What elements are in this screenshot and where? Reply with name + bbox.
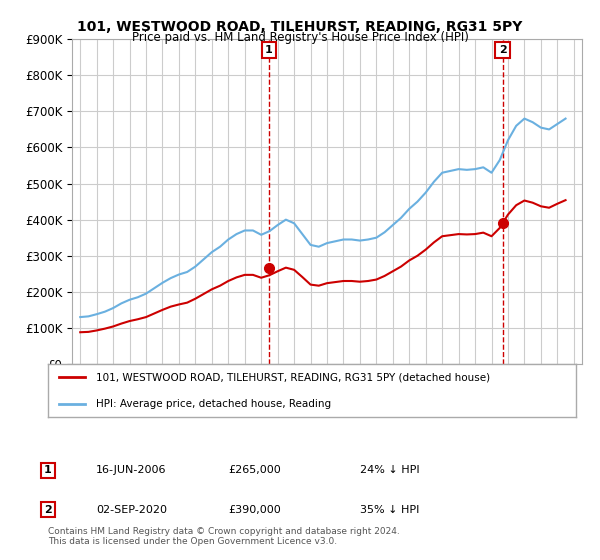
Text: Contains HM Land Registry data © Crown copyright and database right 2024.
This d: Contains HM Land Registry data © Crown c… bbox=[48, 526, 400, 546]
Text: 2: 2 bbox=[44, 505, 52, 515]
Text: 2: 2 bbox=[499, 45, 506, 55]
Text: 101, WESTWOOD ROAD, TILEHURST, READING, RG31 5PY: 101, WESTWOOD ROAD, TILEHURST, READING, … bbox=[77, 20, 523, 34]
Text: 1: 1 bbox=[44, 465, 52, 475]
Text: 02-SEP-2020: 02-SEP-2020 bbox=[96, 505, 167, 515]
Text: 1: 1 bbox=[265, 45, 272, 55]
Text: HPI: Average price, detached house, Reading: HPI: Average price, detached house, Read… bbox=[95, 399, 331, 409]
Text: 35% ↓ HPI: 35% ↓ HPI bbox=[360, 505, 419, 515]
Text: 24% ↓ HPI: 24% ↓ HPI bbox=[360, 465, 419, 475]
Text: 16-JUN-2006: 16-JUN-2006 bbox=[96, 465, 167, 475]
Text: 101, WESTWOOD ROAD, TILEHURST, READING, RG31 5PY (detached house): 101, WESTWOOD ROAD, TILEHURST, READING, … bbox=[95, 372, 490, 382]
Text: Price paid vs. HM Land Registry's House Price Index (HPI): Price paid vs. HM Land Registry's House … bbox=[131, 31, 469, 44]
Text: £390,000: £390,000 bbox=[228, 505, 281, 515]
Text: £265,000: £265,000 bbox=[228, 465, 281, 475]
